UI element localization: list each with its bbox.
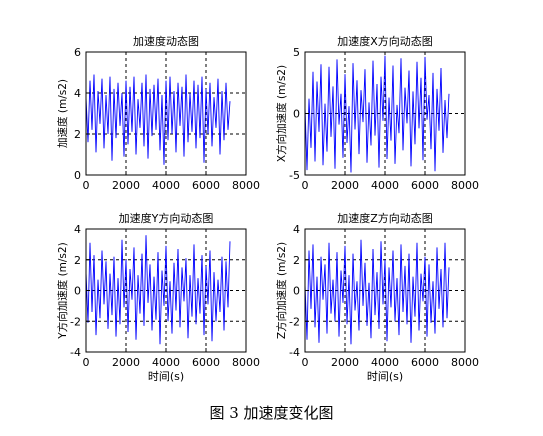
chart-title: 加速度Z方向动态图 bbox=[337, 211, 433, 225]
signal-series-line bbox=[85, 74, 231, 165]
y-tick-label: 2 bbox=[74, 128, 81, 141]
x-tick-label: 6000 bbox=[192, 179, 220, 192]
y-axis-label: 加速度 (m/s2) bbox=[56, 79, 69, 148]
x-tick-label: 4000 bbox=[152, 179, 180, 192]
x-tick-label: 6000 bbox=[411, 356, 439, 369]
y-tick-label: 0 bbox=[74, 285, 81, 298]
x-tick-label: 6000 bbox=[411, 179, 439, 192]
y-tick-label: 2 bbox=[74, 254, 81, 267]
y-axis-label: X方向加速度 (m/s2) bbox=[275, 65, 288, 162]
signal-series-line bbox=[85, 235, 231, 345]
x-tick-label: 2000 bbox=[112, 356, 140, 369]
x-tick-label: 6000 bbox=[192, 356, 220, 369]
y-tick-label: -4 bbox=[289, 346, 300, 359]
x-tick-label: 8000 bbox=[451, 179, 479, 192]
x-axis-label: 时间(s) bbox=[367, 370, 403, 383]
y-tick-label: 0 bbox=[74, 169, 81, 182]
chart-title: 加速度Y方向动态图 bbox=[119, 211, 214, 225]
x-tick-label: 4000 bbox=[371, 356, 399, 369]
x-tick-label: 8000 bbox=[232, 356, 260, 369]
y-tick-label: 0 bbox=[293, 108, 300, 121]
y-tick-label: 4 bbox=[74, 223, 81, 236]
y-tick-label: 5 bbox=[293, 46, 300, 59]
x-tick-label: 8000 bbox=[451, 356, 479, 369]
y-axis-label: Y方向加速度 (m/s2) bbox=[56, 242, 69, 339]
x-tick-label: 2000 bbox=[112, 179, 140, 192]
y-tick-label: -2 bbox=[70, 315, 81, 328]
x-tick-label: 4000 bbox=[371, 179, 399, 192]
y-tick-label: 4 bbox=[293, 223, 300, 236]
figure-caption: 图 3 加速度变化图 bbox=[209, 404, 334, 422]
x-tick-label: 8000 bbox=[232, 179, 260, 192]
y-tick-label: 4 bbox=[74, 87, 81, 100]
y-axis-label: Z方向加速度 (m/s2) bbox=[275, 242, 288, 339]
x-tick-label: 2000 bbox=[331, 356, 359, 369]
y-tick-label: -5 bbox=[289, 169, 300, 182]
chart-title: 加速度动态图 bbox=[133, 34, 199, 48]
x-tick-label: 0 bbox=[302, 179, 309, 192]
y-tick-label: -2 bbox=[289, 315, 300, 328]
x-tick-label: 4000 bbox=[152, 356, 180, 369]
y-tick-label: -4 bbox=[70, 346, 81, 359]
x-tick-label: 0 bbox=[83, 356, 90, 369]
x-tick-label: 0 bbox=[83, 179, 90, 192]
y-tick-label: 6 bbox=[74, 46, 81, 59]
y-tick-label: 2 bbox=[293, 254, 300, 267]
x-tick-label: 2000 bbox=[331, 179, 359, 192]
x-axis-label: 时间(s) bbox=[148, 370, 184, 383]
x-tick-label: 0 bbox=[302, 356, 309, 369]
chart-title: 加速度X方向动态图 bbox=[337, 34, 433, 48]
signal-series-line bbox=[304, 239, 450, 345]
signal-series-line bbox=[304, 55, 450, 173]
y-tick-label: 0 bbox=[293, 285, 300, 298]
